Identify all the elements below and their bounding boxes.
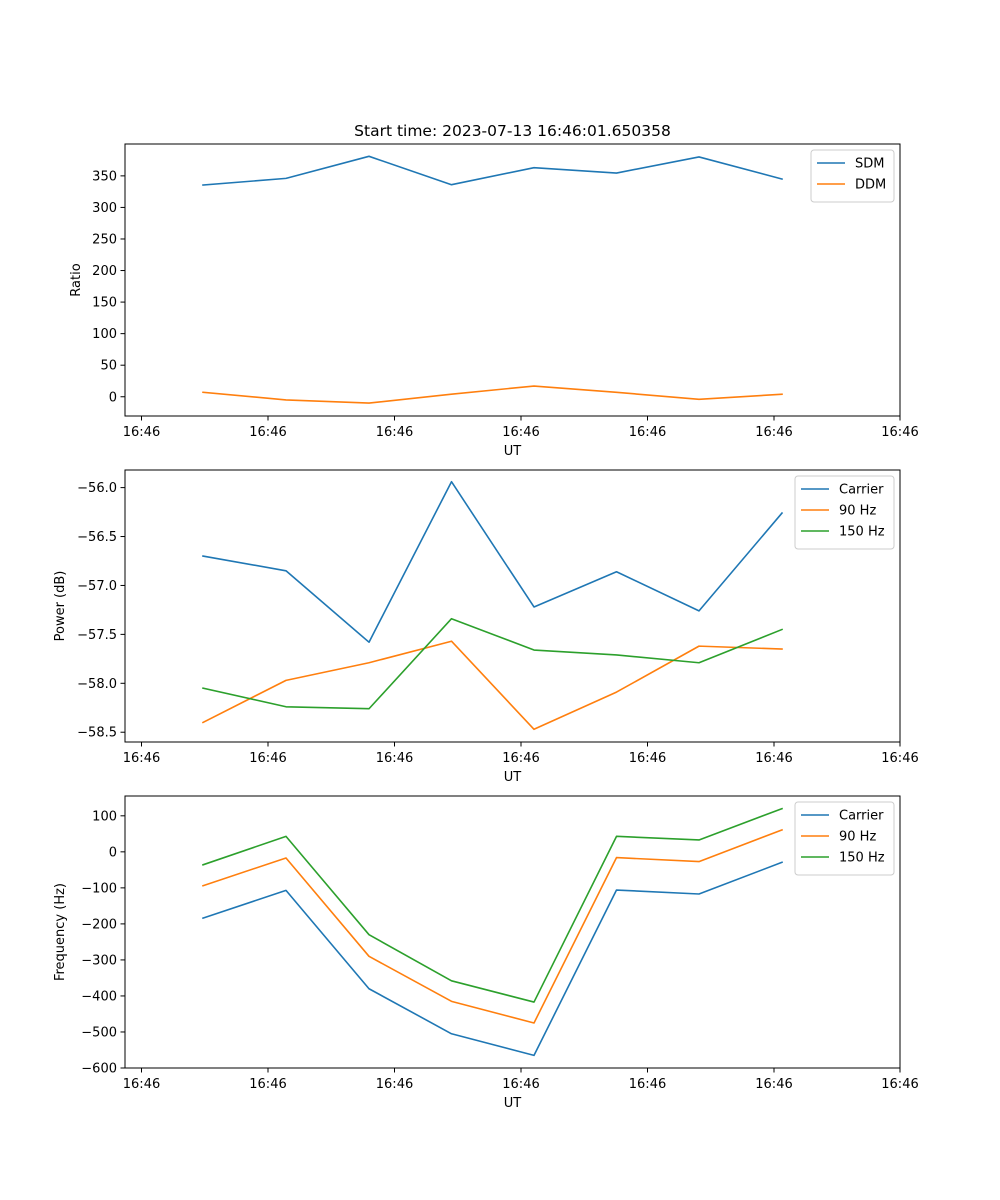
series-line-90-hz (201, 640, 783, 731)
legend-label: 150 Hz (839, 851, 885, 866)
x-tick-label: 16:46 (755, 425, 792, 440)
panels: 16:46 16:46 16:46 16:46 16:46 16:46 16:46 0 50 10… (53, 143, 919, 1111)
y-tick-label: −300 (81, 953, 117, 968)
x-tick-label: 16:46 (755, 1077, 792, 1092)
y-tick-label: −400 (81, 989, 117, 1004)
legend: Carrier 90 Hz 150 Hz (794, 801, 895, 876)
y-axis-label: Power (dB) (53, 571, 68, 642)
x-tick-label: 16:46 (249, 1077, 286, 1092)
y-axis-label: Ratio (69, 263, 84, 296)
legend-label: Carrier (839, 483, 884, 498)
x-tick-label: 16:46 (881, 751, 918, 766)
legend: SDM DDM (810, 149, 895, 203)
y-tick-label: 150 (92, 296, 117, 311)
panel-2: 16:46 16:46 16:46 16:46 16:46 16:46 16:46 −58.5… (53, 469, 919, 785)
y-tick-label: 0 (109, 845, 117, 860)
x-tick-label: 16:46 (376, 751, 413, 766)
panel-1: 16:46 16:46 16:46 16:46 16:46 16:46 16:46 0 50 10… (69, 143, 919, 459)
x-tick-label: 16:46 (376, 425, 413, 440)
y-axis-label: Frequency (Hz) (53, 883, 68, 981)
series-line-150-hz (201, 807, 784, 1003)
series-line-90-hz (201, 828, 784, 1024)
y-tick-label: 100 (92, 327, 117, 342)
x-tick-label: 16:46 (123, 1077, 160, 1092)
series-line-carrier (201, 861, 784, 1057)
y-tick-label: −200 (81, 917, 117, 932)
y-tick-label: 50 (100, 359, 117, 374)
x-tick-label: 16:46 (881, 425, 918, 440)
x-tick-label: 16:46 (502, 1077, 539, 1092)
x-tick-label: 16:46 (755, 751, 792, 766)
y-tick-label: 100 (92, 809, 117, 824)
y-tick-label: −56.5 (77, 530, 117, 545)
x-tick-label: 16:46 (376, 1077, 413, 1092)
series-group (201, 480, 784, 731)
legend-label: 150 Hz (839, 525, 885, 540)
x-tick-label: 16:46 (881, 1077, 918, 1092)
legend: Carrier 90 Hz 150 Hz (794, 475, 895, 550)
x-axis-label: UT (504, 770, 522, 785)
y-tick-label: −57.5 (77, 628, 117, 643)
y-tick-label: −58.0 (77, 677, 117, 692)
series-group (202, 155, 783, 404)
series-line-carrier (202, 480, 784, 644)
x-tick-label: 16:46 (249, 751, 286, 766)
y-tick-label: −600 (81, 1062, 117, 1077)
series-group (201, 807, 784, 1057)
series-line-150-hz (202, 617, 784, 710)
y-tick-label: 350 (92, 169, 117, 184)
x-tick-label: 16:46 (502, 751, 539, 766)
axes-frame (124, 143, 901, 417)
x-tick-label: 16:46 (123, 425, 160, 440)
x-tick-label: 16:46 (629, 1077, 666, 1092)
figure-title: Start time: 2023-07-13 16:46:01.650358 (354, 122, 671, 140)
x-tick-label: 16:46 (123, 751, 160, 766)
panel-3: 16:46 16:46 16:46 16:46 16:46 16:46 16:46 −600 −… (53, 795, 919, 1111)
x-axis-label: UT (504, 444, 522, 459)
y-tick-label: −58.5 (77, 726, 117, 741)
legend-label: 90 Hz (839, 504, 876, 519)
legend-label: 90 Hz (839, 830, 876, 845)
x-tick-label: 16:46 (502, 425, 539, 440)
legend-label: DDM (855, 178, 886, 193)
y-tick-label: −500 (81, 1025, 117, 1040)
x-axis-label: UT (504, 1096, 522, 1111)
legend-label: SDM (855, 157, 884, 172)
axes-frame (124, 469, 901, 743)
y-tick-label: 200 (92, 264, 117, 279)
series-line-ddm (202, 385, 783, 404)
y-tick-label: −100 (81, 881, 117, 896)
x-tick-label: 16:46 (629, 751, 666, 766)
axes-frame (124, 795, 901, 1069)
x-tick-label: 16:46 (629, 425, 666, 440)
legend-label: Carrier (839, 809, 884, 824)
y-tick-label: 300 (92, 201, 117, 216)
series-line-sdm (202, 155, 783, 186)
y-tick-label: 250 (92, 232, 117, 247)
y-tick-label: −56.0 (77, 481, 117, 496)
y-tick-label: 0 (109, 390, 117, 405)
y-tick-label: −57.0 (77, 579, 117, 594)
x-tick-label: 16:46 (249, 425, 286, 440)
